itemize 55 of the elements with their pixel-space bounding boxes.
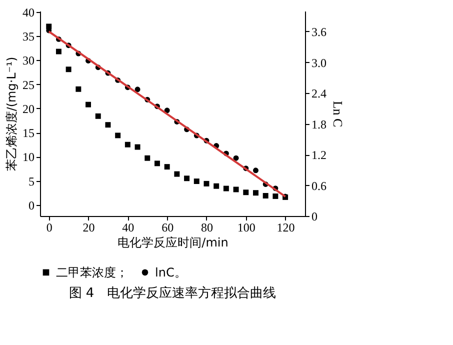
y2-tick-label: 3.0: [312, 56, 326, 70]
point: [214, 183, 220, 189]
x-axis-title: 电化学反应时间/min: [118, 236, 228, 250]
point: [154, 160, 160, 166]
point: [134, 144, 140, 150]
y-tick-label: 40: [22, 5, 34, 20]
x-tick-label: 100: [237, 220, 256, 234]
point: [95, 113, 101, 119]
y-tick-label: 5: [28, 174, 34, 188]
point: [105, 122, 111, 128]
point: [194, 178, 200, 184]
point: [56, 48, 62, 54]
x-tick-label: 0: [46, 220, 52, 234]
x-tick-label: 40: [122, 220, 134, 234]
y2-tick-label: 1.2: [312, 148, 326, 162]
y-tick-label: 0: [28, 198, 34, 212]
point: [262, 193, 268, 198]
y2-tick-label: 0: [312, 210, 318, 224]
text: 图 4 电化学反应速率方程拟合曲线: [68, 285, 276, 301]
y-tick-label: 10: [22, 150, 34, 164]
point: [66, 66, 72, 72]
point: [164, 164, 170, 170]
point: [272, 193, 278, 199]
point: [115, 132, 121, 138]
x-tick-label: 120: [276, 220, 295, 234]
point: [124, 142, 130, 148]
y-tick-label: 30: [22, 54, 34, 68]
point: [233, 186, 239, 192]
y2-tick-label: 2.4: [312, 86, 326, 100]
x-tick-label: 60: [162, 220, 174, 234]
y2-axis-title: Ln C: [330, 100, 346, 128]
y-tick-label: 35: [22, 30, 34, 44]
point: [204, 180, 210, 186]
point: [233, 155, 239, 161]
x-tick-label: 20: [82, 220, 95, 234]
y2-tick-label: 0.6: [312, 178, 326, 193]
point: [184, 176, 190, 182]
y-axis-title: 苯乙烯浓度/(mg·L⁻¹): [4, 56, 18, 172]
x-tick-label: 80: [200, 220, 213, 234]
point: [86, 102, 92, 108]
point: [134, 86, 140, 92]
point: [253, 190, 258, 196]
legend-label: lnC。: [155, 265, 186, 280]
y-tick-label: 25: [22, 78, 34, 92]
point: [253, 168, 258, 174]
y-tick-label: 15: [22, 126, 34, 140]
point: [223, 186, 229, 192]
point: [243, 190, 249, 196]
point: [144, 155, 150, 161]
point: [174, 171, 180, 177]
y2-tick-label: 1.8: [312, 117, 326, 132]
legend-label: 二甲苯浓度；: [56, 265, 128, 280]
y2-tick-label: 3.6: [312, 25, 326, 39]
point: [76, 86, 82, 92]
y-tick-label: 20: [22, 102, 34, 116]
